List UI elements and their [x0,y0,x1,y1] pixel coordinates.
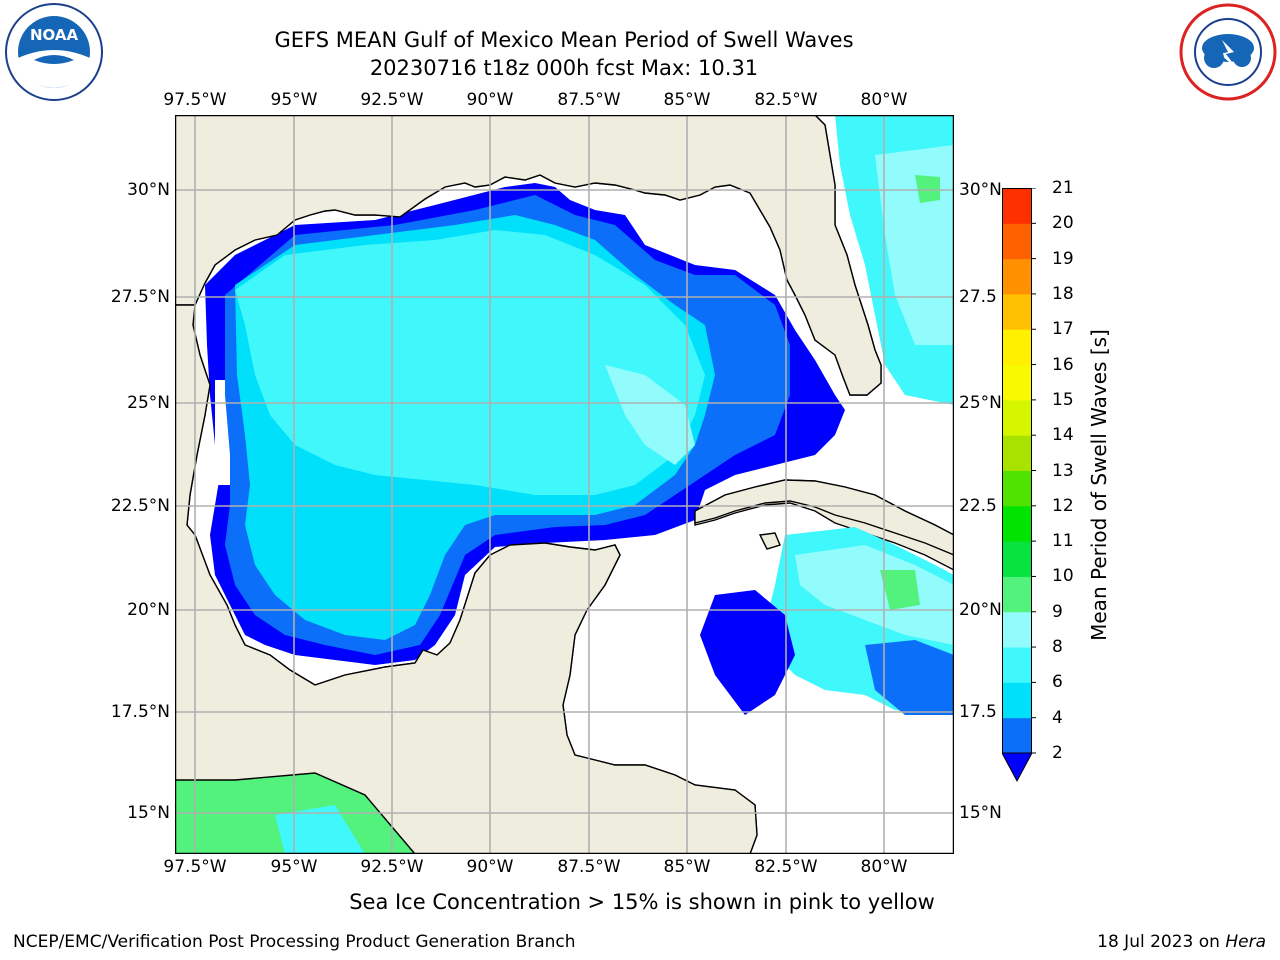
colorbar-segment [1002,223,1032,260]
swell-shading [175,115,954,854]
map-panel [174,114,955,855]
lat-tick-left: 17.5°N [110,702,170,722]
colorbar-segment [1002,435,1032,471]
colorbar-tick-label: 19 [1052,248,1074,269]
lon-tick-bottom: 90°W [466,857,514,877]
colorbar-tick-label: 13 [1052,460,1074,481]
colorbar-tick-label: 15 [1052,389,1074,410]
land-mexico-west [175,304,758,854]
chart-subtitle: 20230716 t18z 000h fcst Max: 10.31 [369,56,759,80]
lon-tick-bottom: 92.5°W [360,857,424,877]
graticule [175,115,954,854]
colorbar-tick-label: 4 [1052,707,1063,728]
lat-tick-right: 15°N [959,803,1002,823]
colorbar-tick-label: 10 [1052,566,1074,587]
colorbar-segment [1002,611,1032,648]
lon-tick-bottom: 87.5°W [557,857,621,877]
swell-period-map [174,114,955,855]
land-us-south [175,115,882,396]
shade-caribbean-blue [865,640,954,715]
land-cuba-overlay [694,479,954,556]
colorbar-tick-label: 21 [1052,178,1074,198]
lon-tick-bottom: 82.5°W [754,857,818,877]
lat-tick-left: 30°N [127,180,170,200]
colorbar-tick-label: 8 [1052,637,1063,658]
footer-date-text: 18 Jul 2023 on [1097,932,1226,952]
lon-tick-top: 97.5°W [163,90,227,110]
lat-tick-left: 22.5°N [110,496,170,516]
lat-tick-right: 25°N [959,393,1002,413]
colorbar-tick-label: 6 [1052,672,1063,693]
shade-caribbean-green [880,570,920,610]
shade-8-9s-gulf [605,365,695,465]
colorbar-label: Mean Period of Swell Waves [s] [1087,329,1111,641]
shade-pacific-cyan [275,805,365,854]
lat-tick-left: 20°N [127,600,170,620]
chart-title: GEFS MEAN Gulf of Mexico Mean Period of … [274,28,854,52]
colorbar-tick-label: 2 [1052,743,1063,763]
lon-tick-top: 80°W [860,90,908,110]
footer-credit: NCEP/EMC/Verification Post Processing Pr… [13,932,576,952]
lon-tick-bottom: 80°W [860,857,908,877]
map-frame [174,114,955,855]
lat-tick-left: 15°N [127,803,170,823]
colorbar-segment [1002,505,1032,542]
lat-tick-left: 27.5°N [110,287,170,307]
nws-logo [1178,2,1278,102]
land-isle-of-youth [758,532,781,550]
colorbar [1001,187,1036,784]
colorbar-segment [1002,293,1032,330]
lon-tick-bottom: 97.5°W [163,857,227,877]
lon-tick-top: 85°W [663,90,711,110]
lat-tick-right: 30°N [959,180,1002,200]
colorbar-tick-label: 14 [1052,425,1074,446]
colorbar-tick-label: 16 [1052,354,1074,375]
sea-ice-note: Sea Ice Concentration > 15% is shown in … [349,890,935,914]
colorbar-segment [1002,647,1032,683]
colorbar-segment [1002,364,1032,401]
colorbar-tick-labels: 2 4 6 8 9 10 11 12 13 14 15 16 17 18 19 20 21 [1040,170,1090,770]
footer-date: 18 Jul 2023 on Hera [1097,932,1266,952]
colorbar-tick-label: 12 [1052,495,1074,516]
lon-tick-top: 82.5°W [754,90,818,110]
colorbar-segment [1002,329,1032,366]
colorbar-tick-label: 9 [1052,601,1063,622]
colorbar-segment [1002,470,1032,507]
lon-tick-top: 87.5°W [557,90,621,110]
lon-tick-bottom: 95°W [270,857,318,877]
lat-tick-right: 22.5 [959,496,997,516]
colorbar-segment [1002,717,1032,754]
lat-tick-right: 27.5 [959,287,997,307]
lon-tick-top: 90°W [466,90,514,110]
colorbar-segment [1002,258,1032,295]
lon-tick-bottom: 85°W [663,857,711,877]
lat-tick-right: 17.5 [959,702,997,722]
colorbar-segment [1002,188,1032,224]
colorbar-tick-label: 18 [1052,283,1074,304]
shade-caribbean-dark [700,590,795,715]
lon-tick-top: 92.5°W [360,90,424,110]
footer-host: Hera [1225,932,1266,952]
land-overlay [175,115,954,854]
colorbar-graphic [1001,187,1036,783]
colorbar-segment [1002,576,1032,613]
colorbar-tick-label: 17 [1052,319,1074,340]
colorbar-extend-arrow [1001,752,1033,783]
lon-tick-top: 95°W [270,90,318,110]
colorbar-frame [1002,188,1032,754]
colorbar-segment [1002,399,1032,436]
colorbar-tick-label: 11 [1052,531,1074,552]
lat-tick-right: 20°N [959,600,1002,620]
noaa-logo: NOAA [4,2,104,102]
shade-atlantic-green [915,175,940,203]
colorbar-tick-label: 20 [1052,213,1074,234]
colorbar-segment [1002,541,1032,577]
lat-tick-left: 25°N [127,393,170,413]
noaa-logo-text: NOAA [30,26,79,44]
colorbar-segment [1002,682,1032,719]
